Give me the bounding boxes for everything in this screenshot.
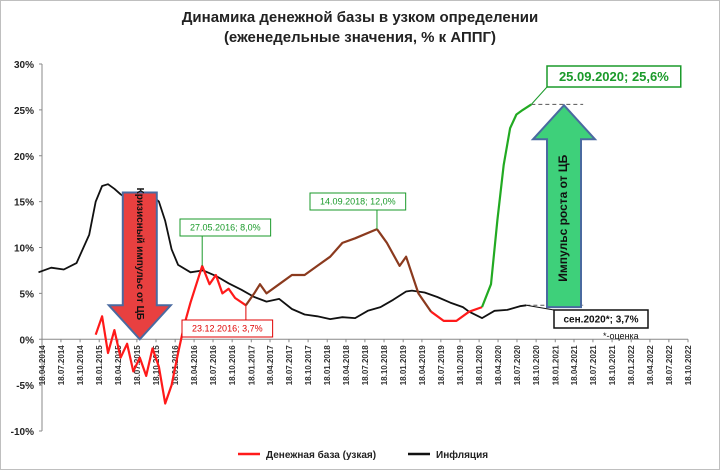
series-group (38, 103, 532, 405)
x-tick-label: 18.07.2016 (209, 345, 218, 386)
y-tick-label: 15% (14, 198, 34, 209)
x-tick-label: 18.01.2018 (323, 345, 332, 386)
y-axis: -10% -5% 0% 5% 10% 15% 20% 25% 30% (11, 60, 43, 438)
y-tick-label: -10% (11, 427, 34, 438)
annotation-label: 14.09.2018; 12,0% (320, 197, 396, 207)
x-axis: 18.04.2014 18.07.2014 18.10.2014 18.01.2015… (38, 338, 693, 386)
y-tick-label: 0% (20, 335, 35, 346)
chart-subtitle: (еженедельные значения, % к АППГ) (224, 29, 496, 46)
x-tick-label: 18.04.2021 (570, 345, 579, 386)
annotation-box (181, 319, 274, 338)
annotation-label: 25.09.2020; 25,6% (559, 69, 669, 84)
y-tick-label: 20% (14, 152, 34, 163)
footnote: *-оценка (603, 331, 639, 341)
legend: Денежная база (узкая) Инфляция (238, 449, 488, 461)
arrow-up (530, 103, 598, 309)
y-tick-label: 5% (20, 289, 35, 300)
x-tick-label: 18.10.2019 (456, 345, 465, 386)
annotation-box (179, 218, 272, 237)
series-line-inflation (38, 183, 527, 321)
x-tick-label: 18.10.2014 (76, 345, 85, 386)
x-tick-label: 18.04.2019 (418, 345, 427, 386)
arrow-label: Импульс роста от ЦБ (556, 154, 570, 281)
x-tick-label: 18.04.2015 (114, 345, 123, 386)
series-line-money-base (480, 103, 532, 308)
x-tick-label: 18.04.2017 (266, 345, 275, 386)
series-line-money-base (94, 264, 247, 405)
x-tick-label: 18.10.2022 (684, 345, 693, 386)
x-tick-label: 18.07.2014 (57, 345, 66, 386)
x-tick-label: 18.04.2014 (38, 345, 47, 386)
x-tick-label: 18.07.2020 (513, 345, 522, 386)
x-tick-label: 18.07.2022 (665, 345, 674, 386)
x-tick-label: 18.04.2018 (342, 345, 351, 386)
series-line-money-base (430, 306, 483, 322)
annotation-leader (526, 304, 555, 311)
series-line-money-base (244, 228, 378, 306)
x-tick-label: 18.07.2017 (285, 345, 294, 386)
y-tick-label: -5% (16, 381, 34, 392)
y-tick-label: 25% (14, 106, 34, 117)
series-line-money-base (376, 228, 433, 313)
chart-title: Динамика денежной базы в узком определен… (182, 9, 538, 26)
x-tick-label: 18.10.2018 (380, 345, 389, 386)
x-tick-label: 18.10.2016 (228, 345, 237, 386)
x-tick-label: 18.04.2020 (494, 345, 503, 386)
x-tick-label: 18.01.2021 (551, 345, 560, 386)
annotation-leader (530, 86, 548, 105)
annotation-box (553, 309, 649, 329)
x-tick-label: 18.04.2022 (646, 345, 655, 386)
x-tick-label: 18.10.2017 (304, 345, 313, 386)
annotation-box (309, 192, 407, 211)
x-tick-label: 18.01.2022 (627, 345, 636, 386)
annotation-label: 23.12.2016; 3,7% (192, 324, 263, 334)
y-tick-label: 30% (14, 60, 34, 71)
x-tick-label: 18.10.2015 (152, 345, 161, 386)
legend-label: Инфляция (436, 449, 488, 461)
x-tick-label: 18.01.2017 (247, 345, 256, 386)
annotation-box (546, 65, 682, 88)
x-tick-label: 18.01.2015 (95, 345, 104, 386)
annotations-group: 27.05.2016; 8,0% 23.12.2016; 3,7% 14.09.20… (179, 65, 682, 338)
annotation-label: 27.05.2016; 8,0% (190, 223, 261, 233)
arrow-down (106, 191, 174, 341)
arrows-group: Кризисный импульс от ЦБ Импульс роста от … (106, 103, 598, 341)
x-tick-label: 18.10.2020 (532, 345, 541, 386)
x-tick-label: 18.07.2018 (361, 345, 370, 386)
legend-label: Денежная база (узкая) (266, 449, 376, 461)
x-tick-label: 18.10.2021 (608, 345, 617, 386)
x-tick-label: 18.07.2019 (437, 345, 446, 386)
x-tick-label: 18.04.2016 (190, 345, 199, 386)
x-tick-label: 18.01.2019 (399, 345, 408, 386)
x-tick-label: 18.07.2021 (589, 345, 598, 386)
arrow-label: Кризисный импульс от ЦБ (134, 188, 145, 320)
annotation-label: сен.2020*; 3,7% (564, 315, 639, 326)
y-tick-label: 10% (14, 244, 34, 255)
x-tick-label: 18.01.2020 (475, 345, 484, 386)
